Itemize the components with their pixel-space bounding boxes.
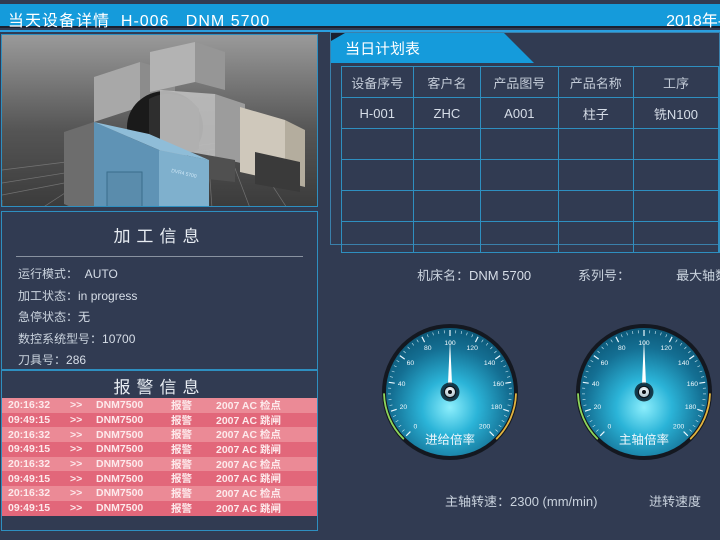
svg-text:60: 60	[407, 360, 415, 367]
svg-text:120: 120	[467, 345, 479, 352]
svg-text:80: 80	[618, 345, 626, 352]
svg-text:140: 140	[678, 360, 690, 367]
svg-text:120: 120	[661, 345, 673, 352]
svg-text:40: 40	[592, 381, 600, 388]
svg-text:20: 20	[400, 404, 408, 411]
svg-text:160: 160	[687, 381, 699, 388]
svg-text:140: 140	[484, 360, 496, 367]
svg-text:当日计划表: 当日计划表	[345, 41, 420, 58]
svg-text:40: 40	[398, 381, 406, 388]
svg-text:80: 80	[424, 345, 432, 352]
svg-text:160: 160	[493, 381, 505, 388]
svg-text:180: 180	[685, 404, 697, 411]
svg-text:60: 60	[601, 360, 609, 367]
svg-text:20: 20	[594, 404, 602, 411]
svg-text:180: 180	[491, 404, 503, 411]
